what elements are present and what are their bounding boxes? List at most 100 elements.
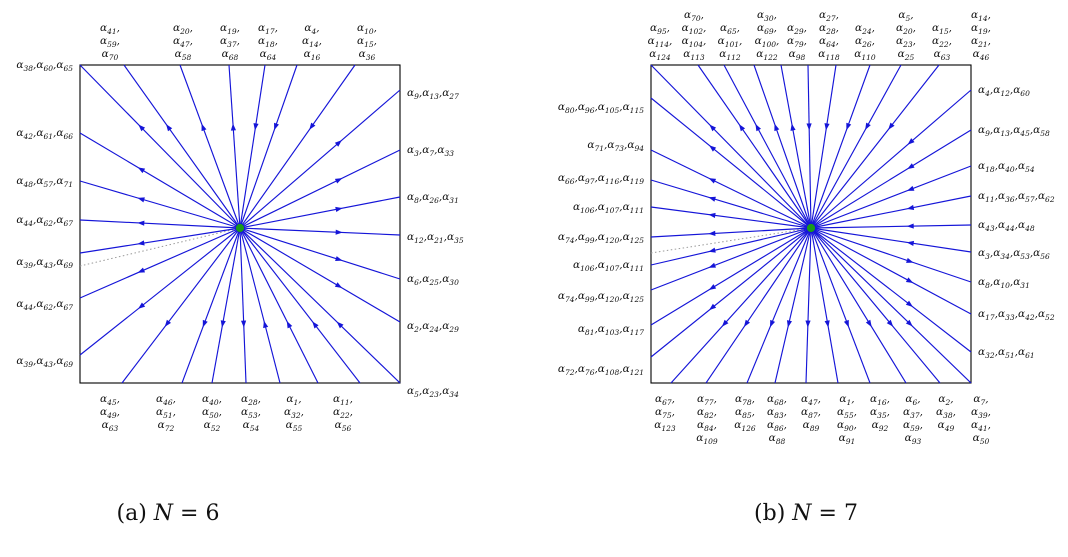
panel-b-ray-arrowhead bbox=[906, 257, 914, 263]
panel-a-ray-arrowhead bbox=[274, 122, 279, 131]
panel-a-top-label: α14, bbox=[302, 35, 322, 49]
panel-b-bottom-label: α7, bbox=[973, 393, 988, 407]
panel-a-top-label: α58 bbox=[175, 48, 192, 62]
panel-a-ray-arrowhead bbox=[166, 124, 173, 132]
panel-a-ray-arrowhead bbox=[335, 229, 343, 235]
panel-b-ray bbox=[780, 64, 812, 229]
panel-b-ray-arrowhead bbox=[743, 319, 751, 327]
panel-b-right-label: α9,α13,α45,α58 bbox=[978, 124, 1050, 138]
panel-a-ray-arrowhead bbox=[164, 319, 172, 327]
panel-b-top-label: α101, bbox=[718, 35, 743, 49]
panel-a-bottom-label: α56 bbox=[335, 419, 352, 433]
panel-a-ray bbox=[79, 227, 241, 254]
panel-b-dotted-line bbox=[650, 227, 812, 254]
panel-b-ray bbox=[810, 64, 940, 229]
panel-a-bottom-label: α22, bbox=[333, 406, 353, 420]
panel-b-top-label: α69, bbox=[757, 22, 777, 36]
panel-a-bottom-label: α50, bbox=[202, 406, 222, 420]
panel-a-bottom-label: α1, bbox=[286, 393, 301, 407]
panel-b-right-label: α32,α51,α61 bbox=[978, 346, 1035, 360]
panel-a-ray bbox=[239, 227, 361, 384]
panel-b-bottom-label: α88 bbox=[769, 432, 786, 446]
panel-b-ray-arrowhead bbox=[708, 178, 717, 184]
panel-b-ray bbox=[810, 165, 972, 229]
panel-b-ray-arrowhead bbox=[886, 319, 894, 327]
panel-b-ray-arrowhead bbox=[846, 122, 852, 131]
panel-b-top-label: α64, bbox=[819, 35, 839, 49]
panel-b-bottom-label: α77, bbox=[697, 393, 717, 407]
panel-a-left-label: α48,α57,α71 bbox=[16, 175, 73, 189]
panel-b-ray bbox=[650, 227, 812, 291]
panel-a-ray bbox=[79, 64, 241, 229]
panel-b-right-label: α11,α36,α57,α62 bbox=[978, 190, 1055, 204]
panel-a-top-label: α68 bbox=[222, 48, 239, 62]
panel-a-left-label: α44,α62,α67 bbox=[16, 298, 73, 312]
panel-b-top-label: α114, bbox=[648, 35, 673, 49]
panel-b-ray-arrowhead bbox=[888, 122, 895, 130]
panel-b-ray-arrowhead bbox=[905, 319, 913, 327]
caption-variable: N bbox=[791, 501, 812, 526]
panel-b-top-label: α30, bbox=[757, 9, 777, 23]
panel-b-ray bbox=[650, 227, 812, 266]
panel-b-top-label: α65, bbox=[720, 22, 740, 36]
panel-b-left-label: α71,α73,α94 bbox=[587, 139, 644, 153]
panel-a-ray bbox=[79, 219, 241, 229]
panel-b-bottom-label: α93 bbox=[905, 432, 922, 446]
panel-b-bottom-label: α109 bbox=[696, 432, 718, 446]
panel-a-ray bbox=[239, 227, 319, 384]
panel-b-bottom-label: α6, bbox=[905, 393, 920, 407]
panel-b-ray bbox=[810, 224, 972, 229]
panel-b-bottom-label: α82, bbox=[697, 406, 717, 420]
panel-a-right-label: α5,α23,α34 bbox=[407, 385, 459, 399]
panel-b-top-label: α63 bbox=[934, 48, 951, 62]
panel-b-ray-arrowhead bbox=[905, 300, 913, 308]
caption-prefix: (a) bbox=[117, 501, 154, 526]
panel-b-top-label: α110 bbox=[854, 48, 876, 62]
panel-a-ray-arrowhead bbox=[312, 321, 319, 329]
panel-b-ray bbox=[746, 227, 812, 384]
panel-b-left-label: α106,α107,α111 bbox=[573, 201, 644, 215]
panel-b-top-label: α113 bbox=[683, 48, 705, 62]
panel-b-ray bbox=[810, 89, 972, 229]
panel-a-ray bbox=[179, 64, 241, 229]
panel-b-ray-arrowhead bbox=[805, 320, 811, 328]
panel-a-left-label: α39,α43,α69 bbox=[16, 256, 73, 270]
panel-b-left-label: α72,α76,α108,α121 bbox=[558, 363, 644, 377]
panel-b-ray bbox=[805, 227, 812, 384]
panel-b-bottom-label: α38, bbox=[936, 406, 956, 420]
panel-b-bottom-label: α55, bbox=[837, 406, 857, 420]
panel-b-top-label: α22, bbox=[932, 35, 952, 49]
panel-a-ray-arrowhead bbox=[220, 320, 226, 328]
panel-a-ray bbox=[79, 227, 241, 299]
panel-a-left-label: α38,α60,α65 bbox=[16, 59, 73, 73]
panel-b-ray-arrowhead bbox=[721, 319, 729, 327]
panel-b-ray bbox=[810, 195, 972, 229]
panel-b-ray-arrowhead bbox=[708, 212, 716, 219]
panel-b-left-label: α74,α99,α120,α125 bbox=[558, 290, 644, 304]
panel-b-top-label: α122 bbox=[756, 48, 778, 62]
panel-b-right-label: α43,α44,α48 bbox=[978, 219, 1035, 233]
panel-b-right-label: α4,α12,α60 bbox=[978, 84, 1030, 98]
panel-b-ray bbox=[810, 227, 972, 253]
panel-a-right-label: α2,α24,α29 bbox=[407, 320, 459, 334]
panel-b-ray bbox=[810, 227, 871, 384]
panel-a-left-label: α44,α62,α67 bbox=[16, 214, 73, 228]
panel-a-ray-arrowhead bbox=[335, 256, 343, 262]
panel-a-bottom-label: α63 bbox=[102, 419, 119, 433]
panel-a-bottom-label: α40, bbox=[202, 393, 222, 407]
panel-b-ray-arrowhead bbox=[708, 247, 716, 253]
panel-b-ray bbox=[670, 227, 812, 384]
panel-b-ray-arrowhead bbox=[906, 204, 915, 211]
panel-a-dotted-line bbox=[79, 227, 241, 267]
panel-a-bottom-label: α51, bbox=[156, 406, 176, 420]
panel-a-ray bbox=[239, 196, 401, 229]
panel-b-left-label: α106,α107,α111 bbox=[573, 259, 644, 273]
panel-a-left-label: α42,α61,α66 bbox=[16, 127, 73, 141]
panel-a-ray-arrowhead bbox=[138, 302, 146, 309]
panel-b-bottom-label: α85, bbox=[735, 406, 755, 420]
panel-b-ray-arrowhead bbox=[708, 262, 717, 268]
panel-b-ray-arrowhead bbox=[708, 196, 716, 202]
panel-b-bottom-label: α84, bbox=[697, 419, 717, 433]
panel-b-ray-arrowhead bbox=[907, 138, 915, 145]
panel-a-top-label: α4, bbox=[304, 22, 319, 36]
